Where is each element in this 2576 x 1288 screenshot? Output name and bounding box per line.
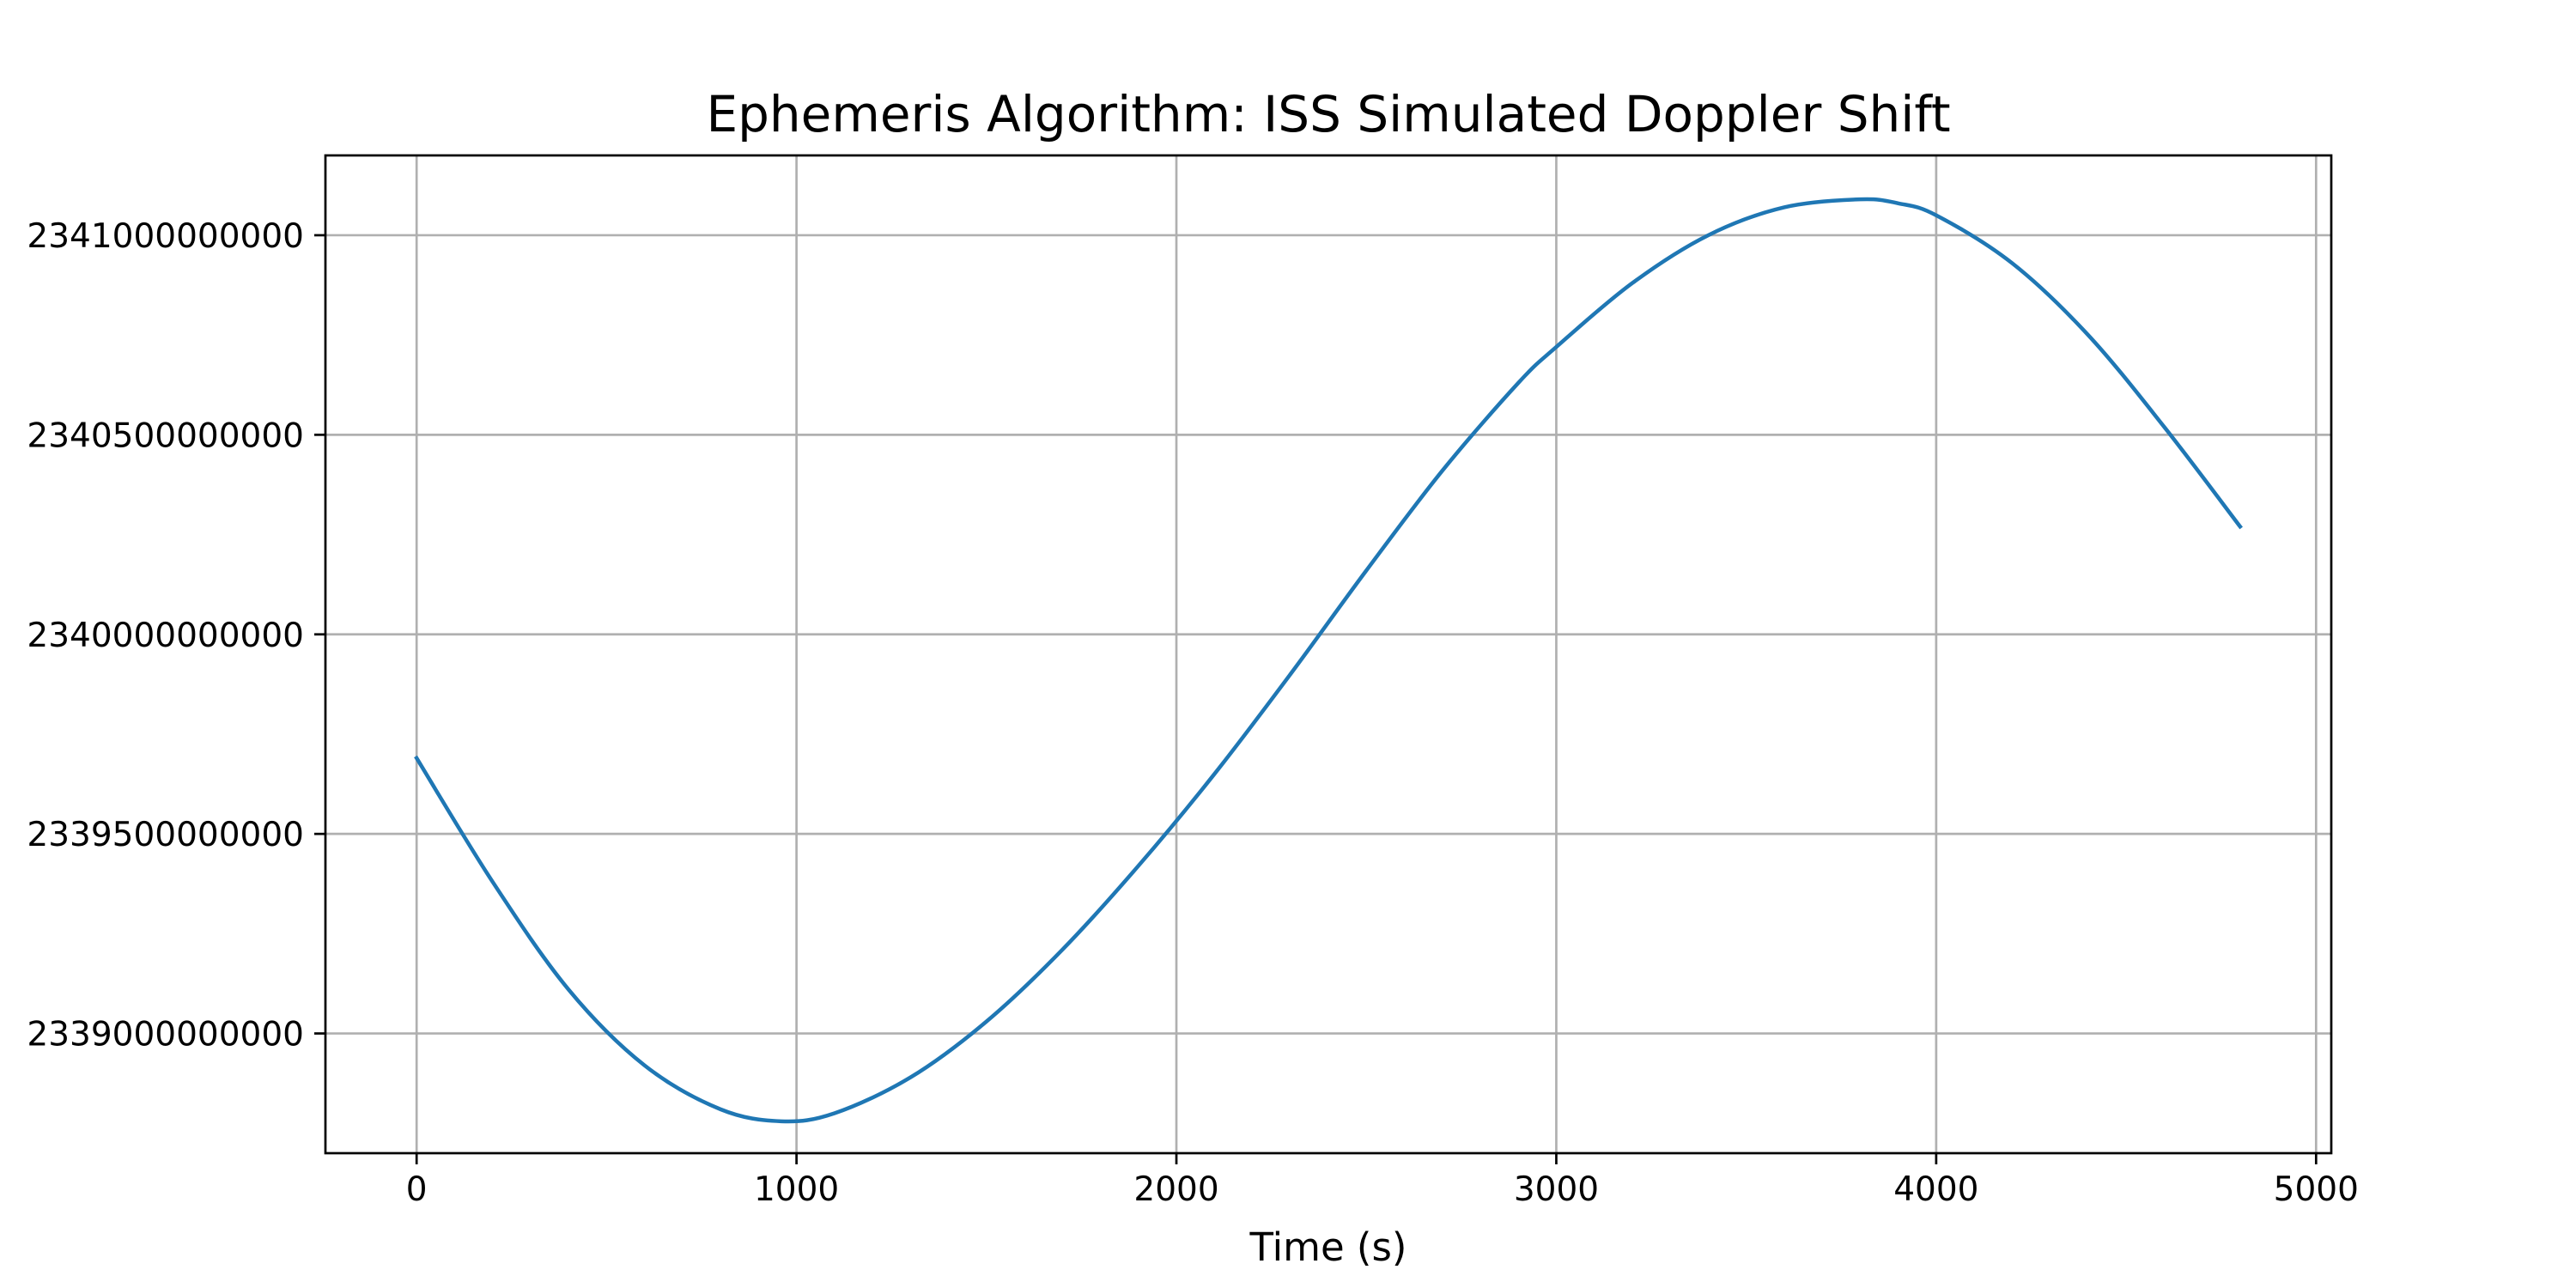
tick-layer: 0 1000 2000 3000 4000 5000 2339000000000 233950… bbox=[27, 217, 2359, 1209]
x-tick-label: 1000 bbox=[754, 1170, 839, 1209]
x-axis-label: Time (s) bbox=[1249, 1224, 1407, 1270]
axes-frame bbox=[324, 154, 2333, 1155]
y-tick-label: 2339000000000 bbox=[27, 1016, 304, 1054]
series-layer bbox=[414, 197, 2243, 1124]
x-tick-label: 3000 bbox=[1514, 1170, 1599, 1209]
y-tick-label: 2340500000000 bbox=[27, 416, 304, 455]
y-tick-label: 2341000000000 bbox=[27, 217, 304, 256]
x-tick-label: 4000 bbox=[1893, 1170, 1978, 1209]
y-tick-label: 2339500000000 bbox=[27, 816, 304, 854]
x-tick-label: 5000 bbox=[2274, 1170, 2359, 1209]
y-tick-label: 2340000000000 bbox=[27, 617, 304, 655]
chart-title: Ephemeris Algorithm: ISS Simulated Doppl… bbox=[706, 85, 1950, 143]
x-tick-label: 2000 bbox=[1133, 1170, 1218, 1209]
x-tick-label: 0 bbox=[406, 1170, 428, 1209]
doppler-series-line bbox=[414, 197, 2243, 1124]
grid-layer bbox=[325, 155, 2331, 1153]
